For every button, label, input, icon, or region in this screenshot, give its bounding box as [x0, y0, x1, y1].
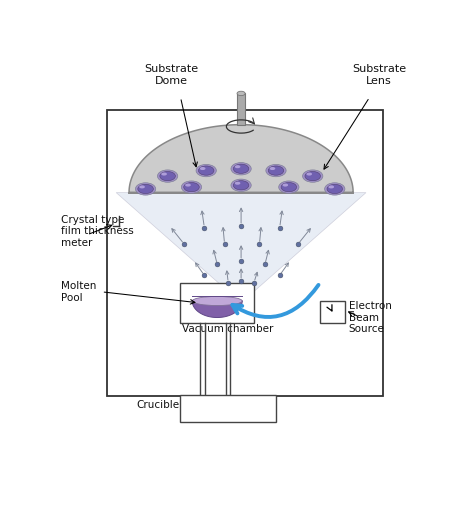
Polygon shape	[116, 192, 366, 303]
Text: Vacuum
Pumps: Vacuum Pumps	[206, 397, 251, 418]
Ellipse shape	[231, 163, 251, 175]
Ellipse shape	[328, 185, 334, 188]
Text: Crystal type
film thickness
meter: Crystal type film thickness meter	[61, 215, 134, 248]
Ellipse shape	[161, 172, 167, 175]
Ellipse shape	[185, 184, 191, 187]
Polygon shape	[129, 125, 353, 192]
Text: Substrate
Dome: Substrate Dome	[144, 64, 198, 86]
Text: Molten
Pool: Molten Pool	[61, 281, 97, 302]
Text: Substrate
Lens: Substrate Lens	[352, 64, 406, 86]
Bar	[181, 283, 254, 323]
Ellipse shape	[196, 165, 216, 177]
Ellipse shape	[182, 181, 201, 194]
Ellipse shape	[192, 297, 242, 305]
Ellipse shape	[199, 166, 214, 175]
Ellipse shape	[283, 184, 288, 187]
Ellipse shape	[327, 184, 343, 194]
Text: Vacuum chamber: Vacuum chamber	[182, 324, 273, 334]
Ellipse shape	[235, 182, 240, 185]
Ellipse shape	[306, 172, 312, 175]
Ellipse shape	[136, 183, 156, 195]
Ellipse shape	[200, 167, 206, 170]
Ellipse shape	[139, 185, 145, 188]
Bar	[107, 110, 383, 396]
Ellipse shape	[237, 91, 245, 95]
Ellipse shape	[281, 183, 297, 192]
Ellipse shape	[233, 164, 249, 173]
Polygon shape	[192, 301, 242, 317]
Ellipse shape	[235, 165, 240, 168]
Ellipse shape	[279, 181, 299, 194]
Ellipse shape	[305, 171, 320, 181]
Ellipse shape	[160, 171, 175, 181]
Bar	[320, 301, 345, 323]
Ellipse shape	[157, 170, 178, 182]
Text: Electron
Beam
Source: Electron Beam Source	[349, 301, 392, 334]
Ellipse shape	[266, 165, 286, 177]
Ellipse shape	[270, 167, 275, 170]
Text: Crucible: Crucible	[137, 400, 180, 410]
Ellipse shape	[233, 181, 249, 190]
Ellipse shape	[325, 183, 345, 195]
Bar	[192, 293, 242, 301]
Bar	[181, 395, 276, 422]
Ellipse shape	[138, 184, 153, 194]
Ellipse shape	[231, 179, 251, 191]
Ellipse shape	[184, 183, 199, 192]
Ellipse shape	[302, 170, 323, 182]
Ellipse shape	[268, 166, 284, 175]
Bar	[237, 93, 245, 125]
